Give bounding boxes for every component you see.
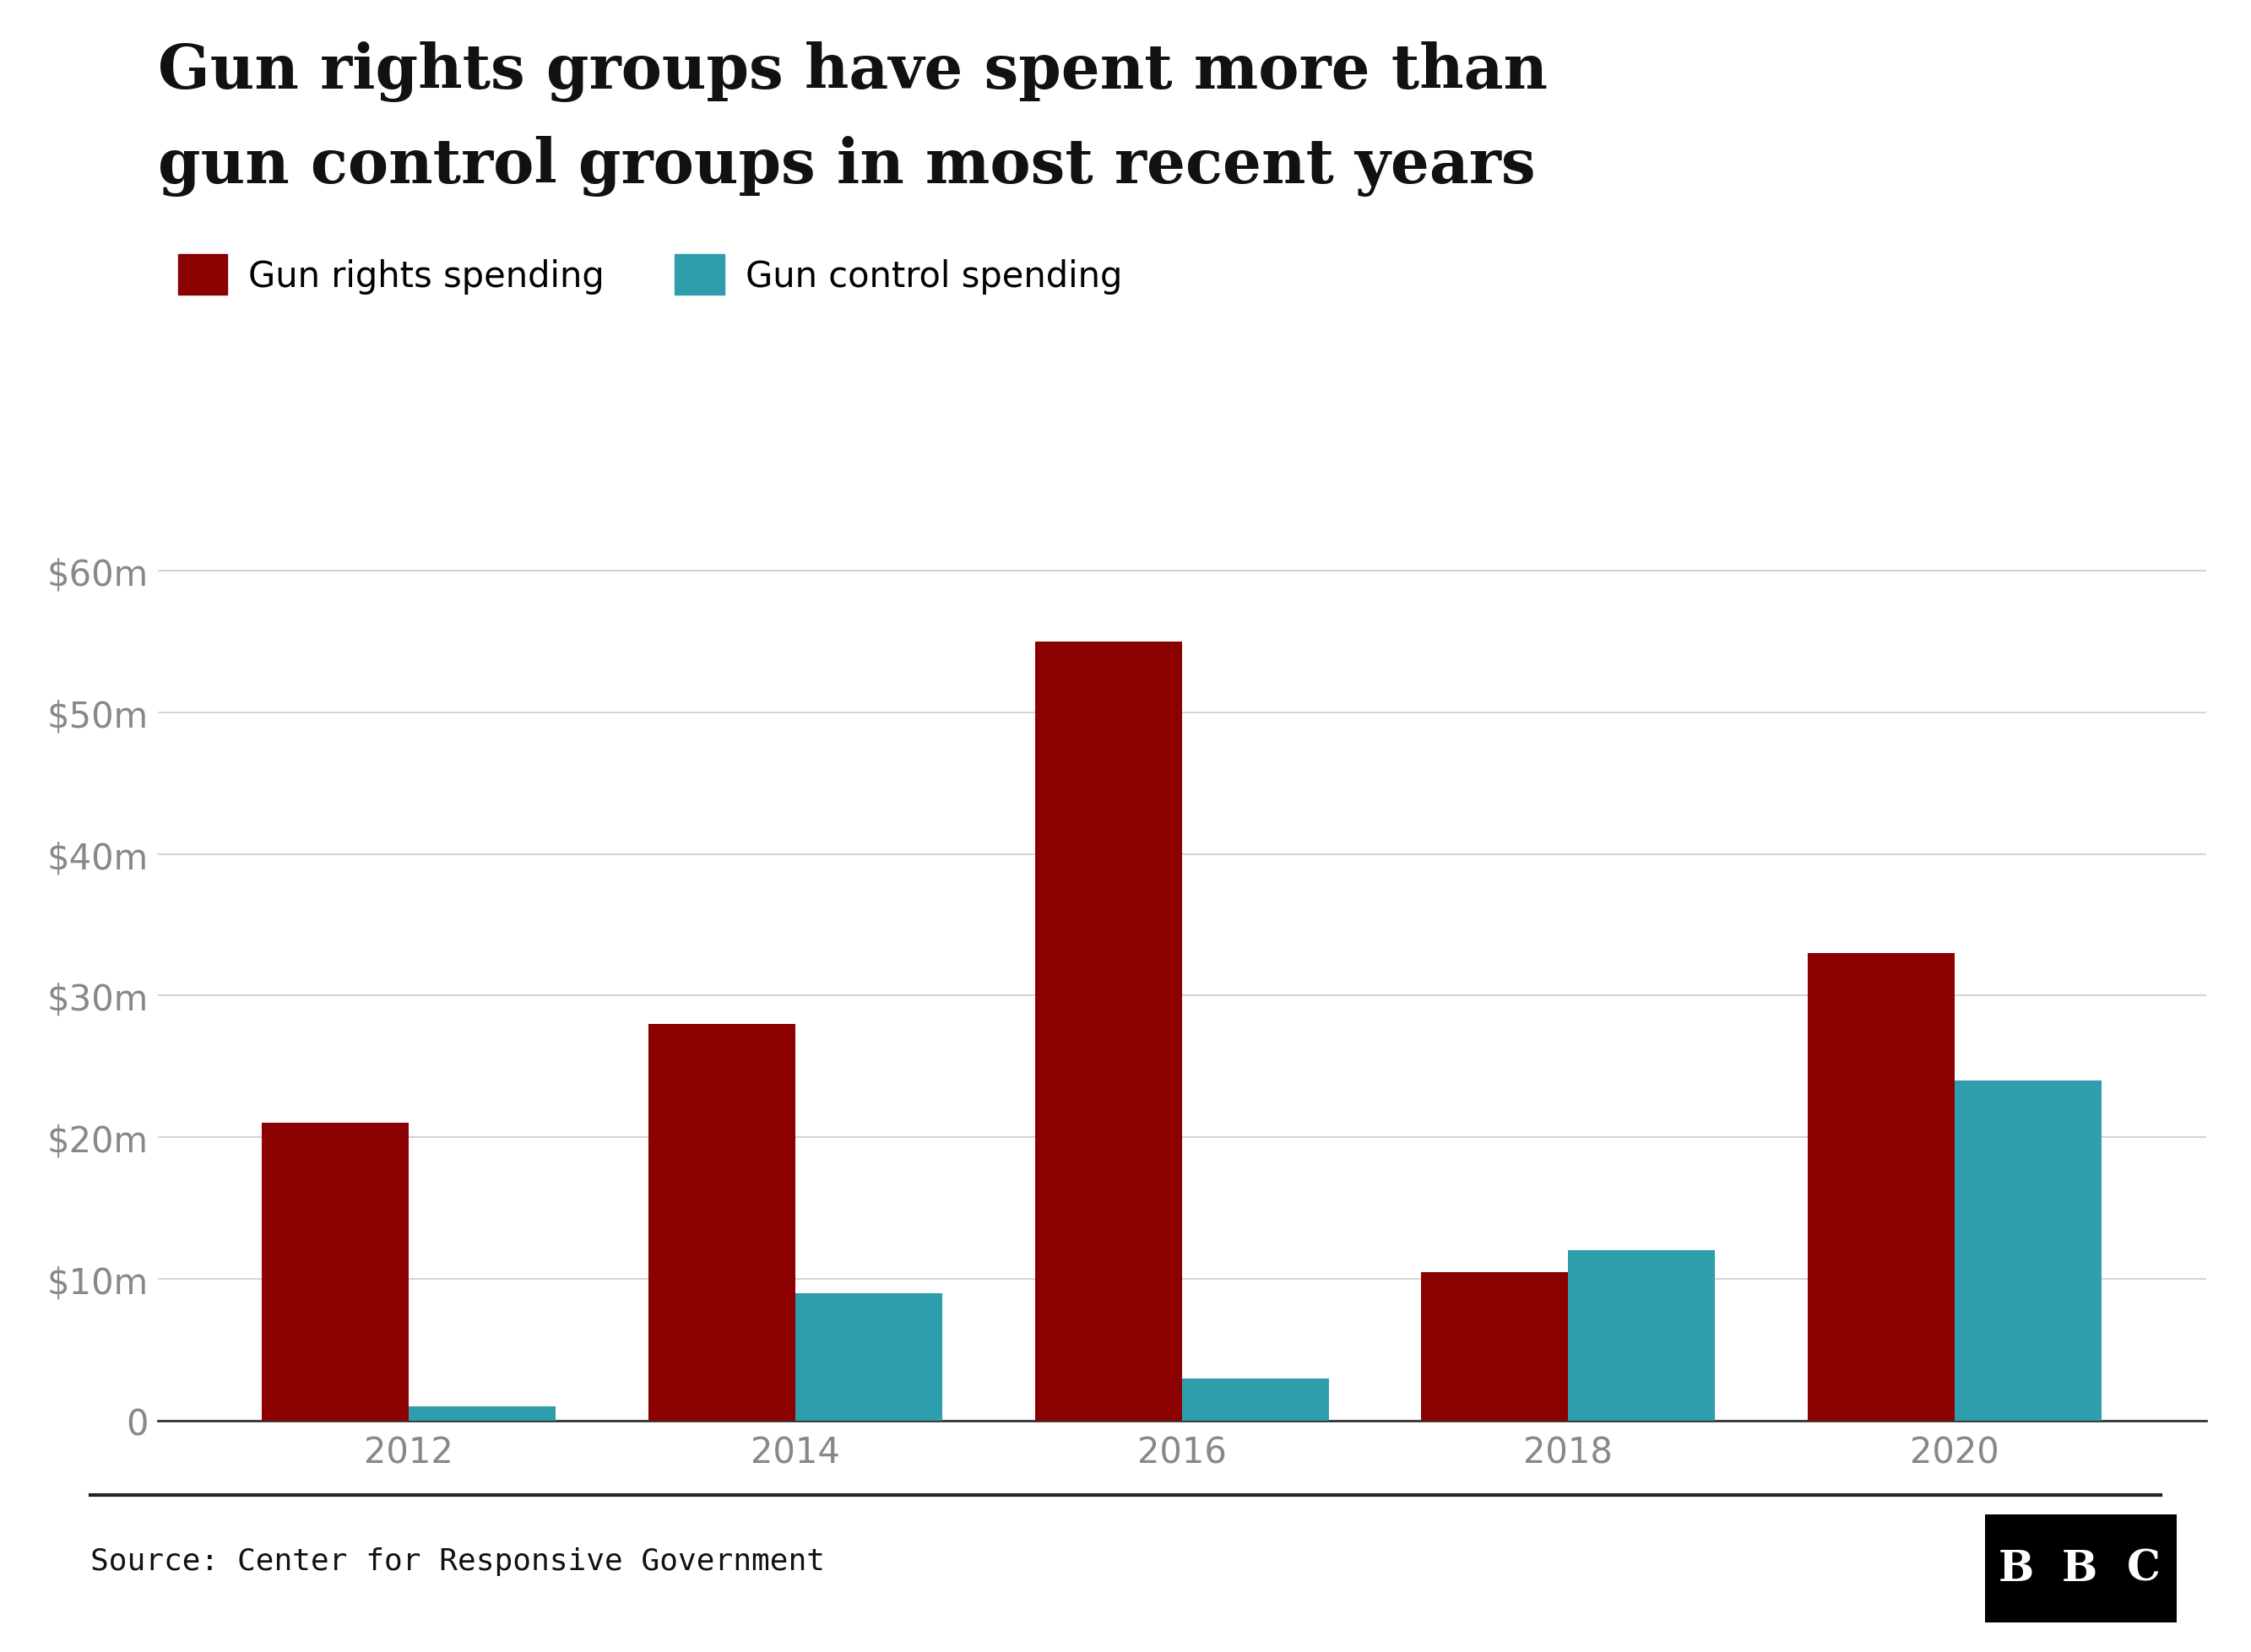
Bar <box>261 1123 410 1421</box>
Bar <box>1035 643 1182 1421</box>
Text: Gun rights groups have spent more than: Gun rights groups have spent more than <box>158 41 1546 102</box>
FancyBboxPatch shape <box>2051 1521 2107 1616</box>
Text: B: B <box>2062 1548 2098 1589</box>
FancyBboxPatch shape <box>2116 1521 2172 1616</box>
Bar <box>1954 1080 2102 1421</box>
Text: gun control groups in most recent years: gun control groups in most recent years <box>158 135 1535 197</box>
Bar <box>1420 1272 1569 1421</box>
Legend: Gun rights spending, Gun control spending: Gun rights spending, Gun control spendin… <box>164 241 1137 309</box>
Bar <box>795 1294 943 1421</box>
Bar <box>410 1406 556 1421</box>
Bar <box>1182 1378 1328 1421</box>
Bar <box>1808 953 1954 1421</box>
Text: B: B <box>1999 1548 2035 1589</box>
Bar <box>1569 1251 1715 1421</box>
Text: Source: Center for Responsive Government: Source: Center for Responsive Government <box>90 1546 824 1576</box>
Bar <box>648 1024 795 1421</box>
Text: C: C <box>2127 1548 2161 1589</box>
FancyBboxPatch shape <box>1988 1521 2044 1616</box>
